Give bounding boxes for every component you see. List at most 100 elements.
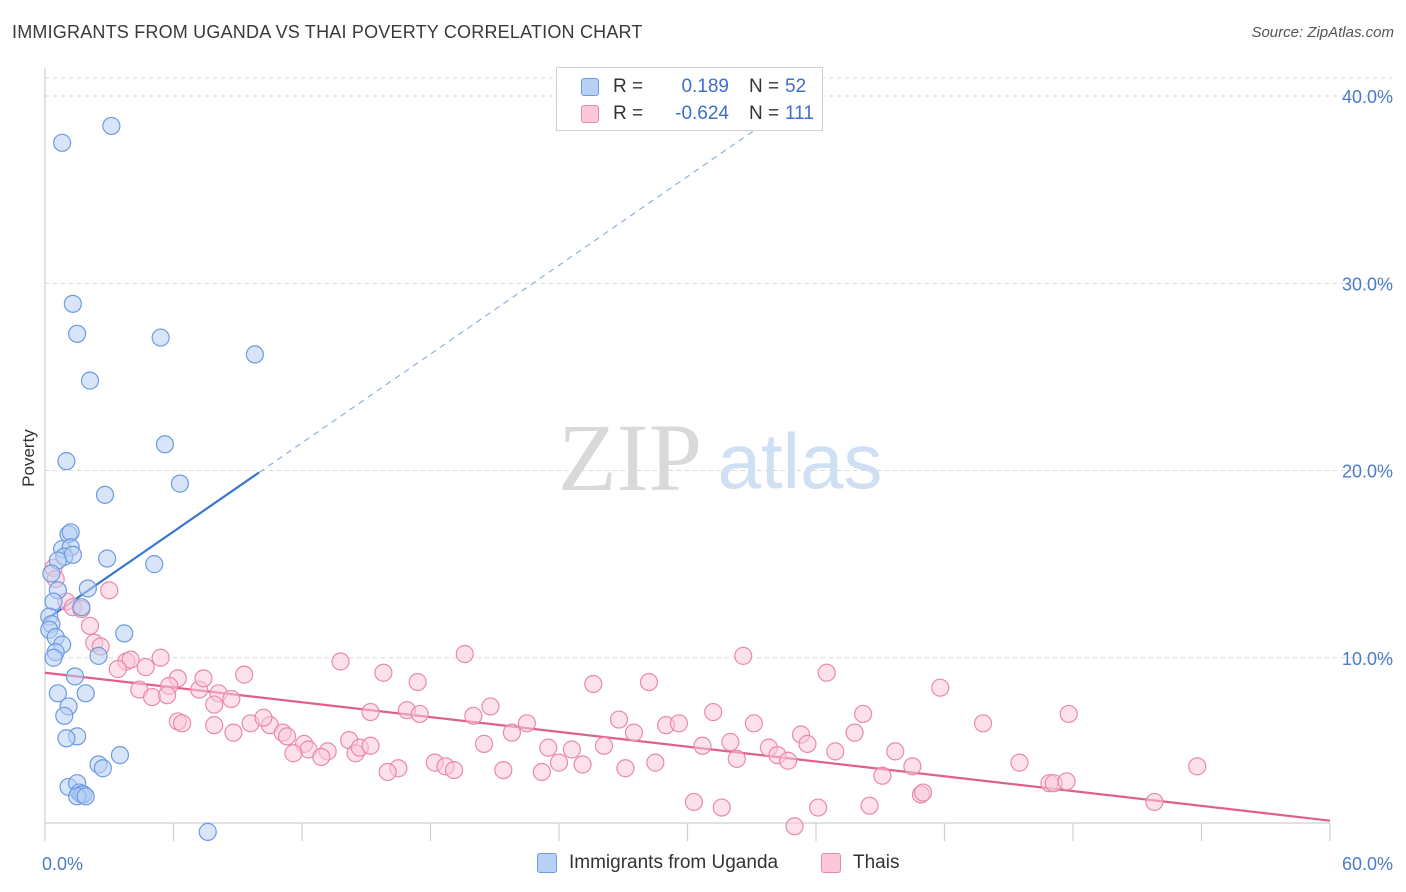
point-uganda-32 <box>44 648 63 667</box>
point-thais-42 <box>361 736 380 755</box>
point-uganda-8 <box>57 452 76 471</box>
point-thais-82 <box>744 714 763 733</box>
point-thais-12 <box>136 658 155 677</box>
point-thais-68 <box>609 710 629 729</box>
point-thais-105 <box>1057 772 1076 791</box>
point-uganda-35 <box>48 684 67 703</box>
point-thais-75 <box>684 792 704 812</box>
point-thais-49 <box>410 704 429 724</box>
point-thais-23 <box>205 695 224 714</box>
axis-labels: 10.0% 20.0% 30.0% 40.0% 0.0% 60.0% Poverty <box>19 87 1393 874</box>
point-uganda-10 <box>95 485 115 504</box>
point-uganda-38 <box>55 706 74 725</box>
trend-line-uganda <box>44 471 260 622</box>
point-thais-99 <box>913 783 933 802</box>
bottom-legend-swatch-uganda <box>537 853 557 873</box>
point-uganda-23 <box>44 592 63 611</box>
x-tick-label-min: 0.0% <box>42 854 83 874</box>
point-uganda-28 <box>115 624 134 643</box>
point-uganda-50 <box>76 787 95 806</box>
point-thais-106 <box>1059 704 1078 724</box>
point-thais-22 <box>235 665 254 684</box>
point-uganda-4 <box>151 328 170 347</box>
chart-title: IMMIGRANTS FROM UGANDA VS THAI POVERTY C… <box>12 22 643 42</box>
point-thais-108 <box>1188 757 1207 776</box>
grid-lines <box>45 77 1392 659</box>
point-thais-76 <box>693 736 712 755</box>
point-thais-102 <box>1010 753 1029 772</box>
point-thais-43 <box>331 652 350 671</box>
legend-n-value-uganda: 52 <box>785 76 807 97</box>
y-tick-label-20: 20.0% <box>1342 462 1393 482</box>
point-thais-78 <box>712 798 731 817</box>
legend-r-value-uganda: 0.189 <box>681 76 729 97</box>
point-uganda-36 <box>76 684 95 703</box>
point-thais-65 <box>573 755 592 774</box>
point-thais-89 <box>809 798 828 817</box>
point-thais-94 <box>860 796 879 815</box>
point-thais-62 <box>539 738 558 757</box>
point-thais-55 <box>464 706 483 725</box>
y-tick-label-30: 30.0% <box>1342 274 1393 294</box>
point-uganda-6 <box>80 371 100 390</box>
point-thais-88 <box>785 817 804 836</box>
watermark: ZIP atlas <box>558 404 882 511</box>
x-tick-label-max: 60.0% <box>1342 854 1393 874</box>
point-thais-38 <box>312 747 331 767</box>
point-thais-27 <box>205 716 224 735</box>
point-uganda-43 <box>93 759 112 778</box>
axes <box>44 68 1331 841</box>
point-uganda-7 <box>155 435 175 454</box>
point-thais-77 <box>704 702 723 722</box>
point-uganda-3 <box>68 324 87 343</box>
point-thais-47 <box>378 762 397 782</box>
point-thais-92 <box>845 723 864 742</box>
point-thais-44 <box>361 702 380 722</box>
point-thais-81 <box>734 646 753 665</box>
point-thais-69 <box>616 759 635 778</box>
point-thais-18 <box>157 686 177 705</box>
point-thais-107 <box>1145 792 1164 812</box>
point-thais-5 <box>100 581 119 600</box>
point-thais-101 <box>973 714 993 733</box>
point-thais-24 <box>222 689 241 709</box>
bottom-legend-label-thais: Thais <box>853 852 900 873</box>
point-thais-93 <box>854 704 873 724</box>
point-thais-95 <box>873 766 892 785</box>
legend-r-value-thais: -0.624 <box>675 103 729 124</box>
point-uganda-51 <box>198 822 217 841</box>
point-thais-37 <box>284 744 303 763</box>
trend-line-uganda-extension <box>258 87 817 473</box>
bottom-legend-swatch-thais <box>821 853 841 873</box>
point-thais-53 <box>444 760 464 780</box>
point-thais-28 <box>224 723 243 742</box>
watermark-zip: ZIP <box>558 404 702 511</box>
legend-row-thais: R = -0.624 N = 111 <box>557 100 814 128</box>
point-thais-13 <box>151 648 170 667</box>
point-uganda-34 <box>65 667 85 686</box>
point-uganda-1 <box>102 116 121 136</box>
y-tick-label-10: 10.0% <box>1342 649 1393 669</box>
point-thais-11 <box>108 659 127 679</box>
legend-r-label: R = <box>613 76 644 97</box>
legend: R = 0.189 N = 52 R = -0.624 N = 111 <box>556 67 823 131</box>
point-thais-70 <box>624 723 644 742</box>
point-uganda-20 <box>42 564 61 583</box>
source-label: Source: ZipAtlas.com <box>1251 24 1394 41</box>
point-thais-91 <box>826 742 845 761</box>
point-thais-20 <box>194 669 213 688</box>
point-thais-67 <box>594 736 614 755</box>
point-thais-61 <box>532 762 551 782</box>
legend-row-uganda: R = 0.189 N = 52 <box>557 73 806 101</box>
point-thais-10 <box>121 650 140 669</box>
point-uganda-2 <box>63 294 82 313</box>
point-thais-74 <box>669 714 689 733</box>
point-uganda-18 <box>98 549 117 568</box>
point-thais-17 <box>142 687 162 707</box>
point-uganda-41 <box>110 746 130 765</box>
bottom-legend-label-uganda: Immigrants from Uganda <box>569 852 779 873</box>
trend-line-thais <box>44 671 1331 822</box>
point-thais-26 <box>172 714 192 733</box>
y-tick-label-40: 40.0% <box>1342 87 1393 107</box>
point-thais-100 <box>931 678 950 697</box>
